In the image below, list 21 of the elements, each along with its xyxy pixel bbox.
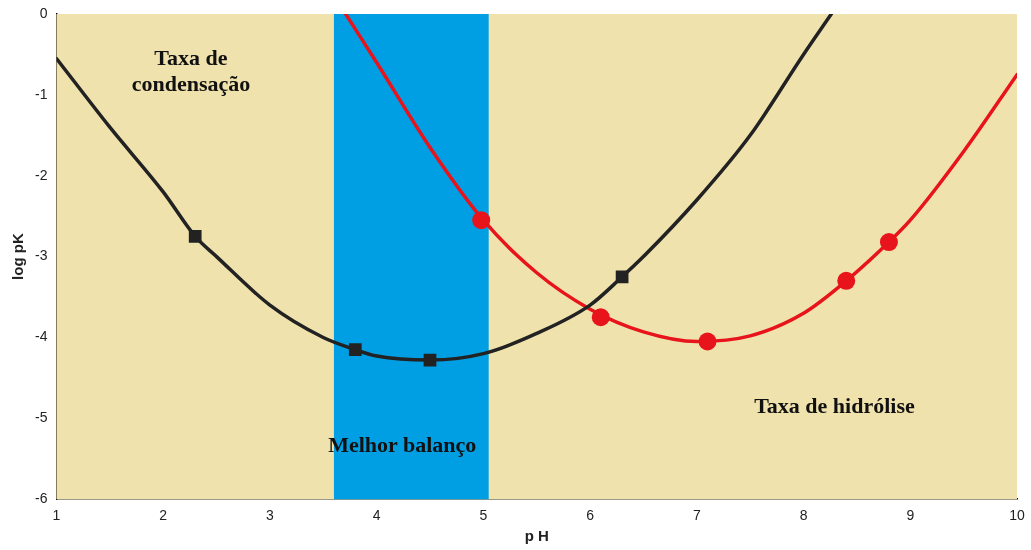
x-tick-label: 3: [266, 507, 275, 524]
annotation: Taxa de condensação: [131, 44, 251, 96]
x-tick-label: 1: [52, 507, 61, 524]
x-tick-label: 4: [372, 507, 381, 524]
x-tick-label: 2: [159, 507, 168, 524]
x-tick-label: 7: [692, 507, 701, 524]
x-tick-label: 6: [586, 507, 595, 524]
x-tick-label: 10: [1009, 507, 1025, 524]
x-tick-label: 8: [799, 507, 808, 524]
y-tick-label: -2: [35, 166, 48, 183]
y-tick-label: -1: [35, 85, 48, 102]
x-tick-label: 9: [906, 507, 915, 524]
y-tick-label: -3: [35, 247, 48, 264]
x-tick-label: 5: [479, 507, 488, 524]
y-axis-title: log pK: [9, 233, 27, 280]
y-tick-label: -5: [35, 409, 48, 426]
x-axis-title: p H: [524, 527, 549, 545]
y-tick-label: -4: [35, 328, 48, 345]
annotation: Taxa de hidrólise: [754, 392, 915, 418]
y-tick-label: -6: [35, 490, 48, 507]
y-tick-label: 0: [39, 4, 48, 21]
